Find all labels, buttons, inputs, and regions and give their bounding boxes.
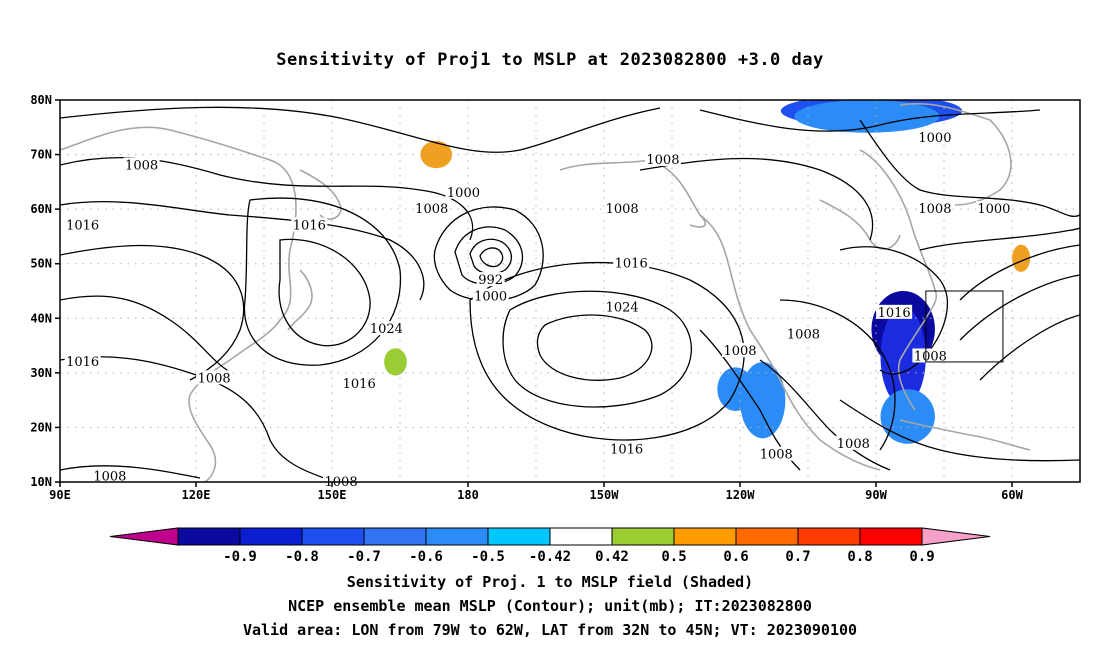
colorbar-segment xyxy=(426,528,488,545)
lon-label: 120W xyxy=(726,488,756,502)
colorbar-segment xyxy=(674,528,736,545)
colorbar-tick-label: 0.5 xyxy=(661,549,686,565)
sensitivity-region-9 xyxy=(384,348,407,375)
colorbar-tick-label: -0.7 xyxy=(347,549,381,565)
contour-label: 1000 xyxy=(474,289,507,304)
isobar-2 xyxy=(60,202,424,300)
caption-line-3: Valid area: LON from 79W to 62W, LAT fro… xyxy=(0,621,1100,639)
contour-label: 992 xyxy=(478,273,503,288)
colorbar-tick-label: 0.9 xyxy=(909,549,934,565)
contour-label: 1016 xyxy=(343,377,376,392)
colorbar-tick-label: -0.5 xyxy=(471,549,505,565)
colorbar-tick-label: -0.8 xyxy=(285,549,319,565)
colorbar-segment xyxy=(240,528,302,545)
lat-label: 30N xyxy=(30,366,52,380)
isobar-14 xyxy=(503,291,691,407)
contour-label: 1016 xyxy=(615,257,648,272)
lat-label: 50N xyxy=(30,257,52,271)
contour-label: 1000 xyxy=(918,131,951,146)
colorbar: -0.9 -0.8 -0.7 -0.6 -0.5 -0.42 0.42 0.5 0.6 0.7 0.… xyxy=(110,528,990,565)
contour-label: 1008 xyxy=(760,448,793,463)
colorbar-tick-label: 0.42 xyxy=(595,549,629,565)
colorbar-segment xyxy=(364,528,426,545)
colorbar-max-arrow xyxy=(922,528,990,545)
lon-label: 90E xyxy=(49,488,71,502)
contour-label: 1008 xyxy=(723,344,756,359)
coastline-asia xyxy=(60,127,296,482)
caption-line-2: NCEP ensemble mean MSLP (Contour); unit(… xyxy=(0,597,1100,615)
lon-label: 180 xyxy=(457,488,479,502)
lon-label: 150W xyxy=(590,488,620,502)
colorbar-tick-label: -0.9 xyxy=(223,549,257,565)
map-axes: 90E 120E 150E 180 150W 120W 90W 60W 80N 70N 60N 50N… xyxy=(30,93,1023,502)
isobar-20 xyxy=(920,228,1080,250)
sensitivity-shading xyxy=(384,95,1030,444)
colorbar-segment xyxy=(178,528,240,545)
colorbar-segment xyxy=(860,528,922,545)
isobar-23 xyxy=(980,315,1080,380)
colorbar-segment xyxy=(488,528,550,545)
isobar-15 xyxy=(538,315,652,380)
coastline-kamchatka xyxy=(300,170,341,219)
contour-label: 1000 xyxy=(447,186,480,201)
coastline-japan xyxy=(288,270,312,330)
isobar-11 xyxy=(470,239,511,273)
lat-label: 10N xyxy=(30,475,52,489)
colorbar-segment xyxy=(736,528,798,545)
isobar-6 xyxy=(60,466,200,478)
contour-label: 1016 xyxy=(878,306,911,321)
contour-label: 1008 xyxy=(415,202,448,217)
colorbar-tick-label: -0.6 xyxy=(409,549,443,565)
isobar-18 xyxy=(860,120,1080,216)
contour-label: 1008 xyxy=(646,153,679,168)
lat-label: 40N xyxy=(30,311,52,325)
colorbar-tick-label: 0.7 xyxy=(785,549,810,565)
contour-label: 1008 xyxy=(606,202,639,217)
isobar-12 xyxy=(480,248,503,267)
lat-label: 20N xyxy=(30,420,52,434)
contour-label: 1016 xyxy=(66,219,99,234)
contour-label: 1016 xyxy=(293,219,326,234)
coastline-na-east xyxy=(860,150,936,410)
isobar-13 xyxy=(470,263,744,440)
isobar-8 xyxy=(279,239,370,345)
coastline-hudson xyxy=(820,200,900,249)
contour-label: 1000 xyxy=(977,202,1010,217)
lat-label: 80N xyxy=(30,93,52,107)
contour-label: 1008 xyxy=(125,158,158,173)
lat-label: 60N xyxy=(30,202,52,216)
contour-label: 1024 xyxy=(606,300,639,315)
contour-label: 1016 xyxy=(610,442,643,457)
isobar-16 xyxy=(640,158,873,240)
colorbar-min-arrow xyxy=(110,528,178,545)
contour-label: 1024 xyxy=(370,322,403,337)
lat-label: 70N xyxy=(30,148,52,162)
colorbar-segment xyxy=(612,528,674,545)
colorbar-tick-label: 0.6 xyxy=(723,549,748,565)
contour-label: 1008 xyxy=(787,328,820,343)
colorbar-tick-label: 0.8 xyxy=(847,549,872,565)
contour-label: 1008 xyxy=(198,371,231,386)
isobar-0 xyxy=(60,107,660,152)
isobar-5 xyxy=(60,357,330,480)
lon-label: 150E xyxy=(318,488,347,502)
colorbar-segment xyxy=(798,528,860,545)
colorbar-segment xyxy=(550,528,612,545)
contour-label: 1008 xyxy=(837,437,870,452)
colorbar-segment xyxy=(302,528,364,545)
contour-label: 1016 xyxy=(66,355,99,370)
lon-label: 120E xyxy=(182,488,211,502)
colorbar-tick-label: -0.42 xyxy=(529,549,571,565)
lon-label: 90W xyxy=(865,488,887,502)
caption-line-1: Sensitivity of Proj. 1 to MSLP field (Sh… xyxy=(0,573,1100,591)
contour-label: 1008 xyxy=(918,202,951,217)
sensitivity-map: 100810001008101610161008100810001008 1000… xyxy=(0,0,1100,650)
lon-label: 60W xyxy=(1001,488,1023,502)
